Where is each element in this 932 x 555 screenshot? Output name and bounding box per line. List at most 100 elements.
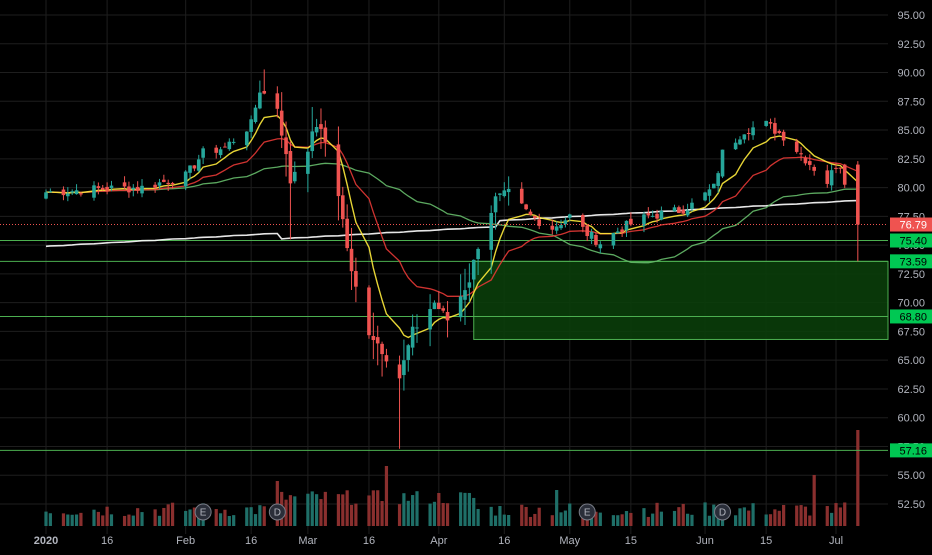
candle-body[interactable]	[345, 218, 349, 249]
candle-body[interactable]	[803, 157, 808, 164]
candle-body[interactable]	[471, 259, 476, 280]
candle-body[interactable]	[441, 308, 445, 311]
candle-body[interactable]	[629, 218, 633, 225]
event-marker[interactable]: D	[714, 503, 732, 521]
candle-body[interactable]	[685, 210, 690, 216]
candle-body[interactable]	[170, 182, 175, 185]
candle-body[interactable]	[742, 134, 747, 140]
candle-body[interactable]	[524, 204, 528, 210]
event-marker-circle[interactable]	[578, 503, 596, 521]
candle-body[interactable]	[445, 311, 450, 321]
candle-body[interactable]	[781, 131, 786, 141]
candle-body[interactable]	[550, 225, 555, 230]
candle-body[interactable]	[720, 149, 725, 177]
candle-body[interactable]	[367, 287, 371, 336]
candle-body[interactable]	[799, 153, 803, 155]
candle-body[interactable]	[288, 150, 293, 184]
candle-body[interactable]	[258, 92, 262, 109]
event-marker-circle[interactable]	[714, 503, 732, 521]
candle-body[interactable]	[808, 161, 812, 165]
candle-body[interactable]	[380, 343, 384, 355]
candle-body[interactable]	[48, 191, 53, 193]
candle-body[interactable]	[567, 214, 572, 218]
candle-body[interactable]	[371, 336, 376, 341]
candle-body[interactable]	[812, 166, 816, 171]
candle-body[interactable]	[196, 159, 201, 171]
candle-body[interactable]	[201, 148, 205, 158]
candle-body[interactable]	[829, 170, 834, 186]
candle-body[interactable]	[589, 231, 594, 239]
candle-body[interactable]	[594, 234, 598, 245]
candle-body[interactable]	[74, 190, 79, 195]
candle-body[interactable]	[79, 193, 83, 195]
candle-body[interactable]	[707, 189, 712, 196]
candle-body[interactable]	[764, 120, 768, 126]
candle-body[interactable]	[681, 209, 686, 214]
candle-body[interactable]	[397, 364, 402, 379]
candle-body[interactable]	[140, 185, 144, 194]
candle-body[interactable]	[66, 193, 70, 197]
candle-body[interactable]	[262, 90, 267, 94]
candle-body[interactable]	[162, 179, 166, 182]
candle-body[interactable]	[615, 231, 620, 234]
candle-body[interactable]	[711, 183, 716, 189]
candle-body[interactable]	[61, 189, 66, 196]
candle-body[interactable]	[677, 207, 681, 214]
candle-body[interactable]	[306, 151, 310, 174]
candle-body[interactable]	[275, 93, 280, 109]
candle-body[interactable]	[751, 127, 755, 136]
candle-body[interactable]	[463, 290, 467, 300]
candle-body[interactable]	[336, 144, 341, 197]
candle-body[interactable]	[672, 207, 677, 212]
candle-body[interactable]	[519, 188, 524, 204]
candle-body[interactable]	[825, 170, 830, 184]
event-marker-circle[interactable]	[194, 503, 212, 521]
candle-body[interactable]	[314, 127, 319, 133]
candle-body[interactable]	[135, 186, 140, 191]
candle-body[interactable]	[100, 187, 105, 190]
candle-body[interactable]	[502, 190, 507, 197]
candle-body[interactable]	[310, 131, 315, 152]
candle-body[interactable]	[166, 182, 171, 185]
candle-body[interactable]	[157, 182, 162, 186]
candle-body[interactable]	[231, 141, 236, 143]
candle-body[interactable]	[410, 326, 415, 348]
candle-body[interactable]	[690, 202, 694, 209]
candle-body[interactable]	[458, 296, 463, 318]
candle-body[interactable]	[340, 195, 345, 220]
candle-body[interactable]	[375, 337, 380, 344]
candle-body[interactable]	[506, 188, 511, 193]
candle-body[interactable]	[563, 220, 568, 225]
candle-body[interactable]	[402, 360, 406, 376]
candle-body[interactable]	[432, 302, 437, 310]
candle-body[interactable]	[624, 220, 629, 231]
candle-body[interactable]	[349, 248, 354, 272]
candle-body[interactable]	[92, 185, 96, 198]
candle-body[interactable]	[498, 193, 502, 195]
demand-zone[interactable]	[473, 260, 889, 340]
candle-body[interactable]	[834, 167, 838, 169]
candle-body[interactable]	[738, 139, 742, 145]
candle-body[interactable]	[354, 271, 358, 287]
candle-body[interactable]	[105, 186, 109, 191]
candle-body[interactable]	[554, 226, 559, 231]
event-marker[interactable]: E	[194, 503, 212, 521]
candle-body[interactable]	[537, 219, 542, 226]
candle-body[interactable]	[838, 167, 843, 169]
candle-body[interactable]	[323, 127, 328, 142]
candle-body[interactable]	[646, 213, 651, 216]
event-marker[interactable]: E	[578, 503, 596, 521]
candle-body[interactable]	[214, 147, 219, 153]
candle-body[interactable]	[96, 186, 101, 189]
candle-body[interactable]	[842, 164, 847, 185]
candle-body[interactable]	[319, 124, 323, 129]
candle-body[interactable]	[249, 119, 253, 132]
candle-body[interactable]	[227, 141, 232, 150]
candle-body[interactable]	[192, 165, 197, 169]
candle-body[interactable]	[244, 131, 249, 146]
candle-body[interactable]	[131, 187, 136, 190]
candle-body[interactable]	[127, 186, 131, 193]
candle-body[interactable]	[642, 214, 646, 226]
candle-body[interactable]	[620, 229, 624, 233]
